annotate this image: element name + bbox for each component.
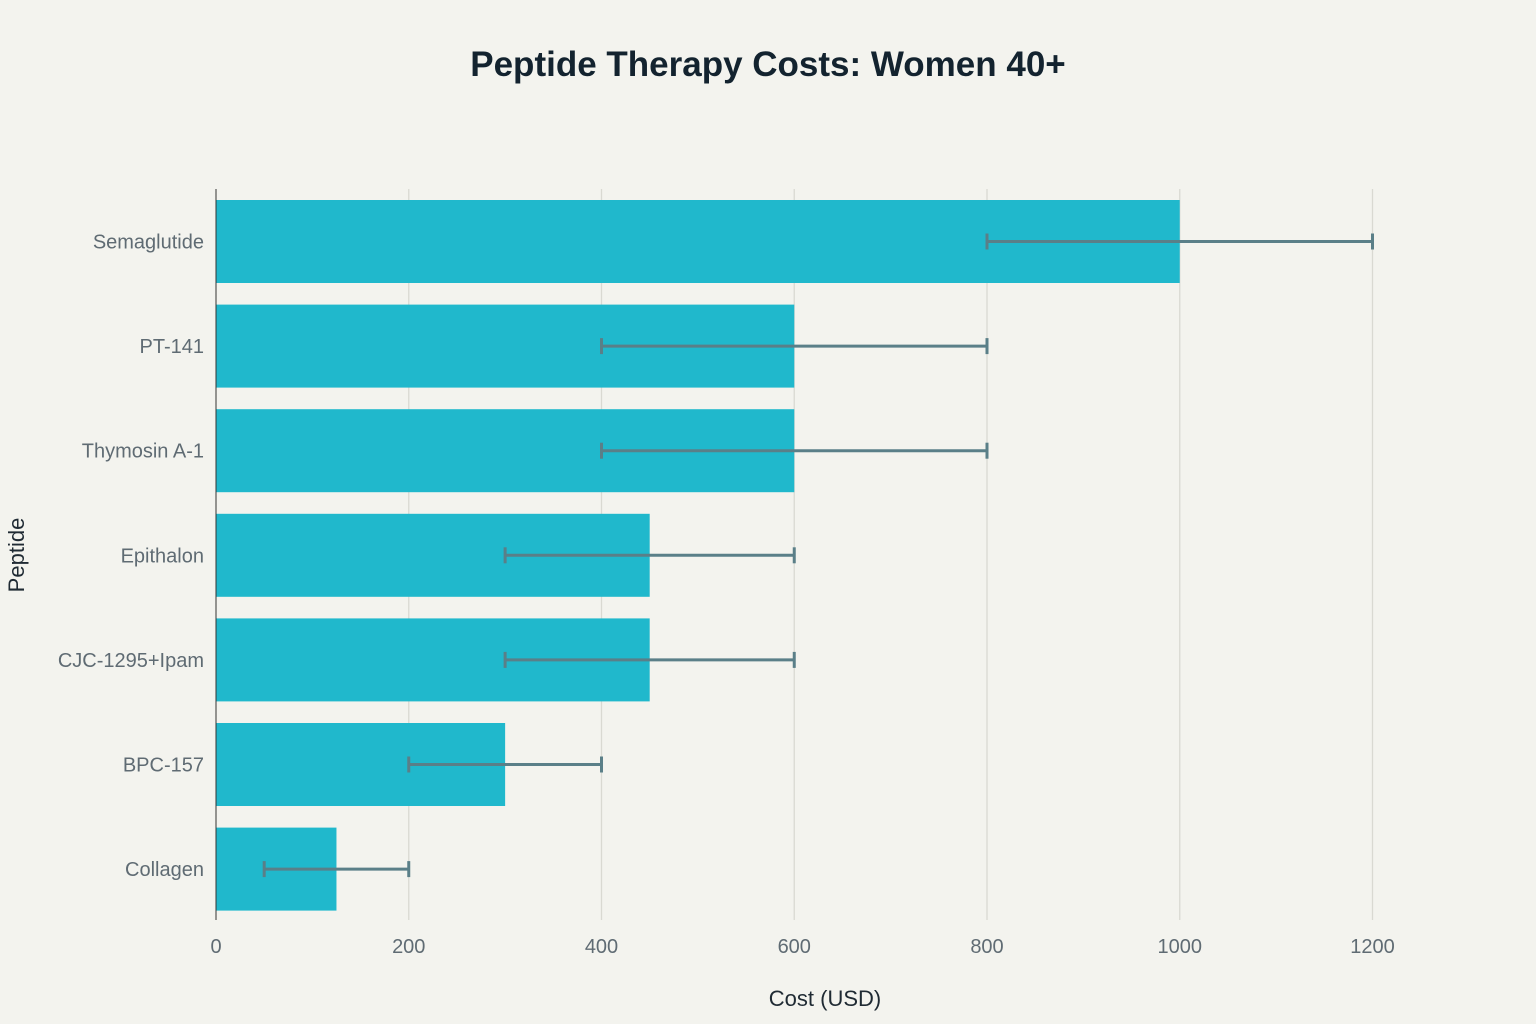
category-label: BPC-157 bbox=[123, 755, 204, 777]
x-tick-labels: 0 200 400 600 800 1000 1200 bbox=[210, 936, 1394, 958]
error-bars bbox=[262, 233, 1374, 878]
error-bar bbox=[600, 442, 989, 459]
x-axis-title: Cost (USD) bbox=[769, 986, 881, 1011]
x-tick-label: 600 bbox=[778, 936, 811, 958]
x-tick-label: 0 bbox=[210, 936, 221, 958]
x-tick-label: 800 bbox=[970, 936, 1003, 958]
error-bar bbox=[600, 338, 989, 355]
category-label: PT-141 bbox=[140, 336, 204, 358]
x-tick-label: 200 bbox=[392, 936, 425, 958]
category-label: Collagen bbox=[125, 859, 204, 881]
y-category-labels: Semaglutide PT-141 Thymosin A-1 Epithalon CJ… bbox=[58, 232, 204, 882]
category-label: Epithalon bbox=[121, 545, 204, 567]
chart-title: Peptide Therapy Costs: Women 40+ bbox=[470, 45, 1065, 84]
x-tick-label: 1000 bbox=[1158, 936, 1203, 958]
x-tick-label: 1200 bbox=[1350, 936, 1395, 958]
error-bar bbox=[503, 651, 796, 668]
category-label: Thymosin A-1 bbox=[82, 441, 204, 463]
x-tick-label: 400 bbox=[585, 936, 618, 958]
error-bar bbox=[407, 756, 603, 773]
error-bar bbox=[985, 233, 1374, 250]
category-label: Semaglutide bbox=[93, 232, 204, 254]
y-axis-title: Peptide bbox=[4, 518, 29, 593]
error-bar bbox=[503, 547, 796, 564]
category-label: CJC-1295+Ipam bbox=[58, 650, 204, 672]
error-bar bbox=[262, 861, 411, 878]
